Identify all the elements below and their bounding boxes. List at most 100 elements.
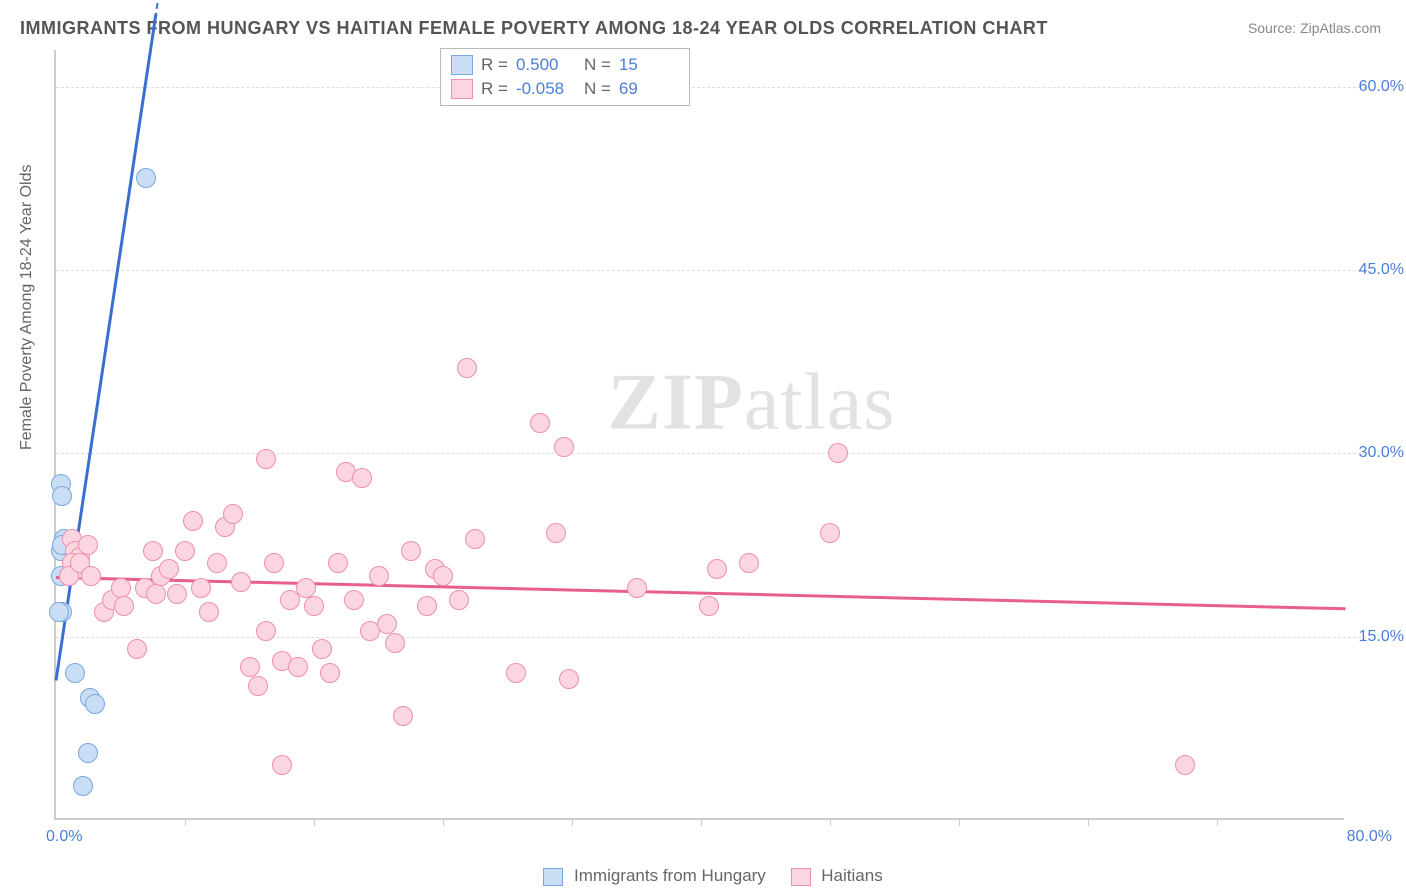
data-point [78,535,98,555]
data-point [136,168,156,188]
n-value-1: 15 [619,55,679,75]
data-point [159,559,179,579]
data-point [559,669,579,689]
data-point [707,559,727,579]
x-tick [1217,818,1218,826]
x-tick [185,818,186,826]
r-value-2: -0.058 [516,79,576,99]
data-point [377,614,397,634]
data-point [65,663,85,683]
source-attribution: Source: ZipAtlas.com [1248,20,1381,36]
data-point [820,523,840,543]
data-point [143,541,163,561]
data-point [114,596,134,616]
x-axis-max-label: 80.0% [1347,828,1392,846]
data-point [1175,755,1195,775]
data-point [264,553,284,573]
r-label: R = [481,55,508,75]
data-point [231,572,251,592]
x-tick [830,818,831,826]
data-point [739,553,759,573]
data-point [175,541,195,561]
gridline [56,87,1366,88]
data-point [288,657,308,677]
scatter-plot-area: ZIPatlas 0.0% 80.0% 15.0%30.0%45.0%60.0% [54,50,1344,820]
y-tick-label: 30.0% [1359,444,1404,462]
data-point [433,566,453,586]
data-point [49,602,69,622]
correlation-legend: R = 0.500 N = 15 R = -0.058 N = 69 [440,48,690,106]
data-point [699,596,719,616]
data-point [627,578,647,598]
data-point [465,529,485,549]
data-point [530,413,550,433]
data-point [828,443,848,463]
data-point [256,449,276,469]
chart-title: IMMIGRANTS FROM HUNGARY VS HAITIAN FEMAL… [20,18,1048,39]
n-label: N = [584,79,611,99]
gridline [56,453,1366,454]
data-point [81,566,101,586]
data-point [554,437,574,457]
data-point [183,511,203,531]
data-point [546,523,566,543]
data-point [256,621,276,641]
gridline [56,270,1366,271]
data-point [223,504,243,524]
data-point [417,596,437,616]
data-point [304,596,324,616]
x-tick [314,818,315,826]
data-point [272,755,292,775]
data-point [328,553,348,573]
legend-label-2: Haitians [821,866,882,885]
n-value-2: 69 [619,79,679,99]
data-point [401,541,421,561]
data-point [191,578,211,598]
r-value-1: 0.500 [516,55,576,75]
swatch-series-1 [543,868,563,886]
data-point [199,602,219,622]
y-axis-label: Female Poverty Among 18-24 Year Olds [18,165,36,451]
data-point [296,578,316,598]
data-point [73,776,93,796]
data-point [248,676,268,696]
data-point [207,553,227,573]
legend-row-series-1: R = 0.500 N = 15 [451,53,679,77]
x-tick [572,818,573,826]
data-point [167,584,187,604]
y-tick-label: 15.0% [1359,628,1404,646]
legend-row-series-2: R = -0.058 N = 69 [451,77,679,101]
n-label: N = [584,55,611,75]
data-point [127,639,147,659]
data-point [393,706,413,726]
data-point [352,468,372,488]
legend-label-1: Immigrants from Hungary [574,866,766,885]
data-point [111,578,131,598]
y-tick-label: 60.0% [1359,78,1404,96]
x-tick [701,818,702,826]
data-point [52,486,72,506]
y-tick-label: 45.0% [1359,261,1404,279]
r-label: R = [481,79,508,99]
x-axis-min-label: 0.0% [46,828,82,846]
data-point [457,358,477,378]
data-point [146,584,166,604]
watermark: ZIPatlas [608,358,896,449]
swatch-series-2 [451,79,473,99]
data-point [85,694,105,714]
x-tick [443,818,444,826]
swatch-series-2 [791,868,811,886]
data-point [449,590,469,610]
data-point [506,663,526,683]
data-point [369,566,389,586]
data-point [320,663,340,683]
data-point [385,633,405,653]
data-point [78,743,98,763]
data-point [312,639,332,659]
x-tick [959,818,960,826]
gridline [56,637,1366,638]
swatch-series-1 [451,55,473,75]
series-legend: Immigrants from Hungary Haitians [0,866,1406,886]
x-tick [1088,818,1089,826]
data-point [240,657,260,677]
